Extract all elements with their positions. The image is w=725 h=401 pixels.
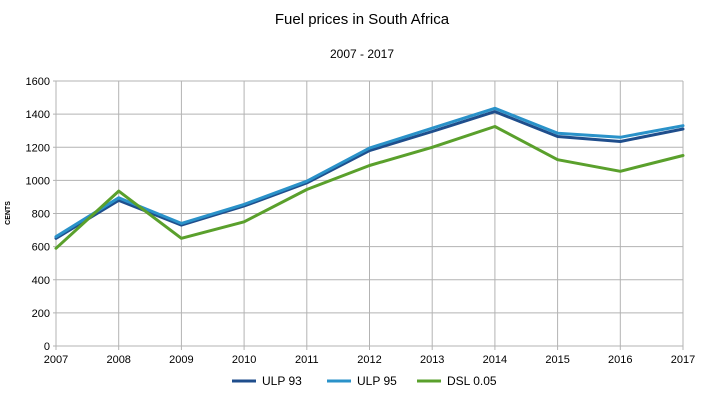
y-tick-label: 400 [32, 275, 50, 287]
y-tick-label: 200 [32, 308, 50, 320]
x-tick-label: 2010 [232, 354, 256, 366]
x-tick-label: 2009 [169, 354, 193, 366]
x-tick-label: 2016 [608, 354, 632, 366]
series-line-dsl-0-05 [54, 125, 685, 250]
tick-labels: 0 200 400 600 800 1000 1200 1400 1600 2007 2008 200… [26, 76, 696, 366]
y-tick-label: 1000 [26, 175, 50, 187]
x-tick-label: 2011 [295, 354, 319, 366]
legend-label-dsl-0-05: DSL 0.05 [447, 374, 497, 388]
series-line-ulp-95 [54, 106, 685, 239]
y-tick-label: 0 [44, 341, 50, 353]
y-tick-label: 600 [32, 242, 50, 254]
y-tick-label: 1400 [26, 109, 50, 121]
legend-label-ulp-93: ULP 93 [262, 374, 302, 388]
grid-lines [55, 80, 684, 347]
x-tick-label: 2017 [671, 354, 695, 366]
x-tick-label: 2013 [420, 354, 444, 366]
series-line-ulp-93 [54, 110, 685, 240]
y-tick-label: 800 [32, 209, 50, 221]
axes [53, 80, 684, 350]
legend-label-ulp-95: ULP 95 [357, 374, 397, 388]
x-tick-label: 2008 [106, 354, 130, 366]
x-tick-label: 2007 [44, 354, 68, 366]
titles: Fuel prices in South Africa 2007 - 2017 … [5, 11, 450, 225]
legend: ULP 93 ULP 95 DSL 0.05 [232, 374, 497, 388]
x-tick-label: 2015 [545, 354, 569, 366]
chart-subtitle: 2007 - 2017 [330, 47, 394, 61]
series-lines [54, 106, 685, 250]
y-axis-label: CENTS [5, 201, 12, 225]
chart-title: Fuel prices in South Africa [275, 11, 450, 28]
x-tick-label: 2014 [483, 354, 507, 366]
y-tick-label: 1600 [26, 76, 50, 88]
y-tick-label: 1200 [26, 142, 50, 154]
x-tick-label: 2012 [357, 354, 381, 366]
